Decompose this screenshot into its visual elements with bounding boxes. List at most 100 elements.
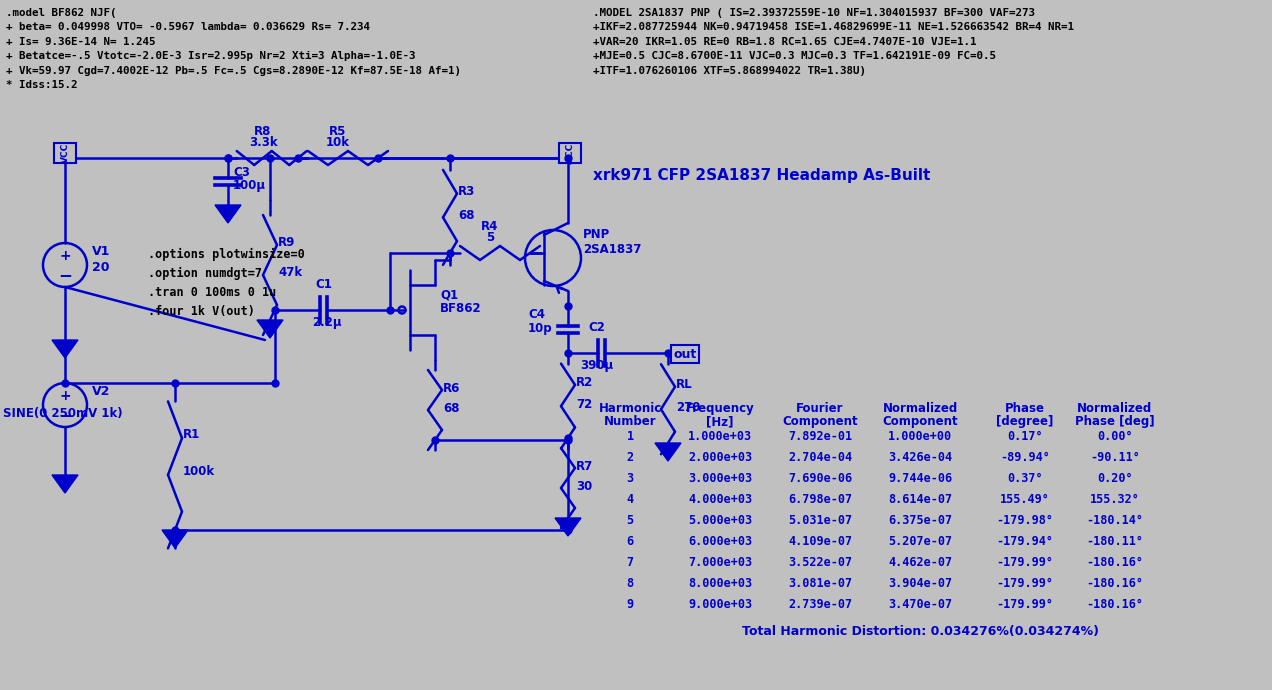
Text: 6.798e-07: 6.798e-07 [787, 493, 852, 506]
Polygon shape [555, 518, 581, 536]
Text: .model BF862 NJF(
+ beta= 0.049998 VTO= -0.5967 lambda= 0.036629 Rs= 7.234
+ Is=: .model BF862 NJF( + beta= 0.049998 VTO= … [6, 8, 460, 90]
Text: 68: 68 [458, 208, 474, 221]
Text: 155.49°: 155.49° [1000, 493, 1049, 506]
Text: 72: 72 [576, 397, 593, 411]
Text: 4.000e+03: 4.000e+03 [688, 493, 752, 506]
Text: Frequency: Frequency [686, 402, 754, 415]
Text: R6: R6 [443, 382, 460, 395]
Text: -179.98°: -179.98° [996, 514, 1053, 527]
Text: 0.20°: 0.20° [1098, 472, 1133, 485]
Text: Harmonic: Harmonic [598, 402, 661, 415]
Text: Component: Component [883, 415, 958, 428]
Text: 5.000e+03: 5.000e+03 [688, 514, 752, 527]
Text: 155.32°: 155.32° [1090, 493, 1140, 506]
Polygon shape [655, 443, 681, 461]
Polygon shape [162, 530, 188, 548]
Text: Fourier: Fourier [796, 402, 843, 415]
Text: C2: C2 [588, 321, 605, 334]
Text: 7.000e+03: 7.000e+03 [688, 556, 752, 569]
Text: R7: R7 [576, 460, 593, 473]
Text: [degree]: [degree] [996, 415, 1053, 428]
Text: C3: C3 [233, 166, 249, 179]
Text: [Hz]: [Hz] [706, 415, 734, 428]
Text: 6.000e+03: 6.000e+03 [688, 535, 752, 548]
Text: PNP: PNP [583, 228, 611, 241]
Text: .MODEL 2SA1837 PNP ( IS=2.39372559E-10 NF=1.304015937 BF=300 VAF=273
+IKF=2.0877: .MODEL 2SA1837 PNP ( IS=2.39372559E-10 N… [593, 8, 1074, 76]
Text: 100μ: 100μ [233, 179, 266, 192]
Text: 3: 3 [626, 472, 633, 485]
Text: 2SA1837: 2SA1837 [583, 243, 641, 256]
Text: Total Harmonic Distortion: 0.034276%(0.034274%): Total Harmonic Distortion: 0.034276%(0.0… [742, 625, 1099, 638]
Text: 6: 6 [626, 535, 633, 548]
Text: 30: 30 [576, 480, 593, 493]
Text: BF862: BF862 [440, 302, 482, 315]
Text: Phase [deg]: Phase [deg] [1075, 415, 1155, 428]
Text: -180.16°: -180.16° [1086, 598, 1144, 611]
Text: -179.99°: -179.99° [996, 556, 1053, 569]
Text: xrk971 CFP 2SA1837 Headamp As-Built: xrk971 CFP 2SA1837 Headamp As-Built [593, 168, 930, 183]
Text: 2.704e-04: 2.704e-04 [787, 451, 852, 464]
Polygon shape [257, 320, 282, 338]
Text: 47k: 47k [279, 266, 303, 279]
Text: .options plotwinsize=0
.option numdgt=7
.tran 0 100ms 0 1u
.four 1k V(out): .options plotwinsize=0 .option numdgt=7 … [148, 248, 305, 318]
Text: 3.3k: 3.3k [249, 136, 277, 149]
Text: 9.000e+03: 9.000e+03 [688, 598, 752, 611]
Text: 4.109e-07: 4.109e-07 [787, 535, 852, 548]
Text: Number: Number [604, 415, 656, 428]
Text: 5: 5 [626, 514, 633, 527]
Polygon shape [215, 205, 240, 223]
Text: 0.37°: 0.37° [1007, 472, 1043, 485]
Text: 68: 68 [443, 402, 459, 415]
Text: -180.14°: -180.14° [1086, 514, 1144, 527]
Text: R9: R9 [279, 235, 295, 248]
Bar [558, 143, 581, 163]
Bar [53, 143, 76, 163]
Text: C1: C1 [315, 278, 332, 291]
Text: 2.2μ: 2.2μ [312, 316, 341, 329]
Text: 3.081e-07: 3.081e-07 [787, 577, 852, 590]
Text: 3.904e-07: 3.904e-07 [888, 577, 951, 590]
Text: R3: R3 [458, 185, 476, 198]
Text: -90.11°: -90.11° [1090, 451, 1140, 464]
Polygon shape [52, 340, 78, 358]
Text: 4.462e-07: 4.462e-07 [888, 556, 951, 569]
Text: 3.470e-07: 3.470e-07 [888, 598, 951, 611]
Text: +: + [60, 389, 71, 403]
Text: 10k: 10k [326, 136, 350, 149]
Text: 270: 270 [675, 400, 701, 413]
Text: -180.16°: -180.16° [1086, 556, 1144, 569]
Text: 1.000e+00: 1.000e+00 [888, 430, 951, 443]
Text: RL: RL [675, 378, 693, 391]
Text: 5.207e-07: 5.207e-07 [888, 535, 951, 548]
Text: 100k: 100k [183, 464, 215, 477]
Text: 3.522e-07: 3.522e-07 [787, 556, 852, 569]
Text: VCC: VCC [61, 143, 70, 163]
Text: 4: 4 [626, 493, 633, 506]
Text: R4: R4 [481, 220, 499, 233]
Text: 1: 1 [626, 430, 633, 443]
Text: −: − [59, 266, 73, 284]
Text: 2: 2 [626, 451, 633, 464]
Text: 390μ: 390μ [580, 359, 613, 372]
Text: -179.99°: -179.99° [996, 598, 1053, 611]
Text: R8: R8 [254, 125, 272, 138]
Text: 8.000e+03: 8.000e+03 [688, 577, 752, 590]
Text: VCC: VCC [566, 143, 575, 163]
Text: -180.11°: -180.11° [1086, 535, 1144, 548]
Text: -179.94°: -179.94° [996, 535, 1053, 548]
Text: 6.375e-07: 6.375e-07 [888, 514, 951, 527]
Text: C4: C4 [528, 308, 544, 321]
Text: Normalized: Normalized [1077, 402, 1152, 415]
Text: Component: Component [782, 415, 857, 428]
Text: V2: V2 [92, 385, 111, 398]
Text: 0.17°: 0.17° [1007, 430, 1043, 443]
Text: 7.892e-01: 7.892e-01 [787, 430, 852, 443]
Text: 9: 9 [626, 598, 633, 611]
Text: R5: R5 [329, 125, 347, 138]
Text: 2.739e-07: 2.739e-07 [787, 598, 852, 611]
Text: 7.690e-06: 7.690e-06 [787, 472, 852, 485]
Text: R1: R1 [183, 428, 200, 441]
Text: -179.99°: -179.99° [996, 577, 1053, 590]
Text: 9.744e-06: 9.744e-06 [888, 472, 951, 485]
Text: 2.000e+03: 2.000e+03 [688, 451, 752, 464]
